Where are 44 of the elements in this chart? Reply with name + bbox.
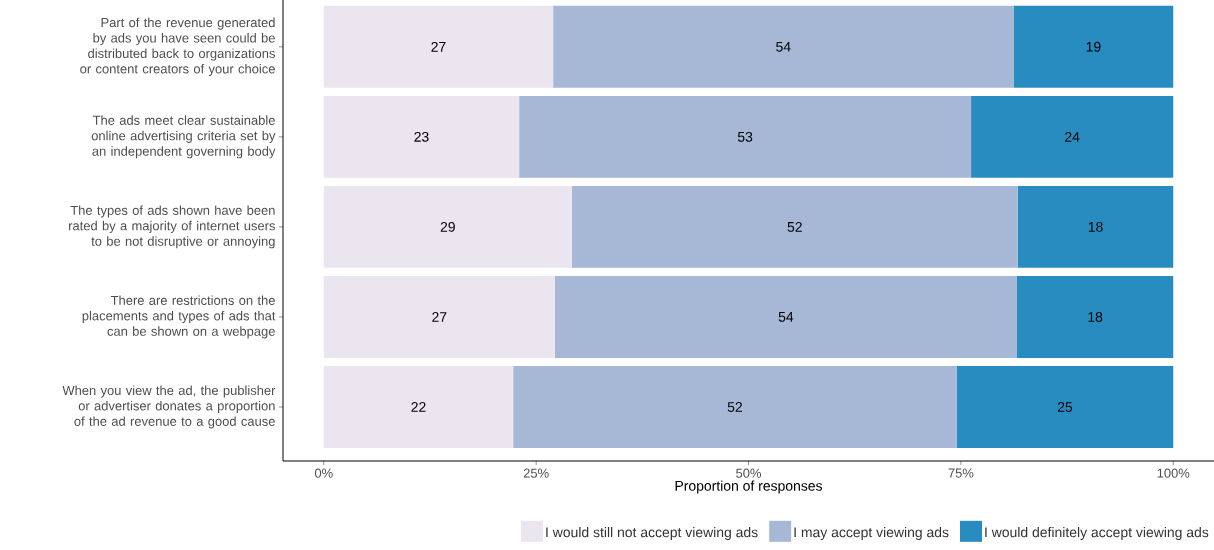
x-tick-label: 100% xyxy=(1157,468,1190,478)
bar xyxy=(554,275,1017,358)
bar xyxy=(971,95,1174,178)
y-tick-label: When you view the ad, the publisher or advertiser donates a proportion of the ad revenue to a good cause xyxy=(62,385,276,429)
bar xyxy=(553,5,1014,88)
x-tick-label: 25% xyxy=(523,468,549,478)
x-tick-label: 0% xyxy=(314,468,333,478)
bar xyxy=(956,366,1174,448)
bar xyxy=(1017,185,1174,268)
data-label: 52 xyxy=(727,402,742,412)
legend-label: I would definitely accept viewing ads xyxy=(985,527,1209,541)
bar xyxy=(519,95,972,178)
data-label: 27 xyxy=(431,41,446,52)
data-label: 25 xyxy=(1057,402,1073,412)
bar xyxy=(323,185,572,268)
x-axis-title: Proportion of responses xyxy=(675,480,823,494)
data-label: 18 xyxy=(1088,221,1103,232)
bar xyxy=(571,185,1018,268)
data-label: 27 xyxy=(432,312,447,322)
bar xyxy=(1013,5,1174,88)
data-label: 54 xyxy=(778,312,794,322)
y-tick-label: Part of the revenue generated by ads you have seen could be distributed back to organizations or content creators of your choice xyxy=(80,17,275,77)
bar xyxy=(323,5,554,88)
bar xyxy=(323,275,555,358)
y-tick-label: The types of ads shown have been rated by a majority of internet users to be not disruptive or annoying xyxy=(69,205,275,249)
data-label: 29 xyxy=(440,221,455,232)
legend-label: I would still not accept viewing ads xyxy=(546,527,758,541)
y-tick-label: The ads meet clear sustainable online advertising criteria set by an independent governing body xyxy=(91,115,276,159)
data-label: 53 xyxy=(737,131,753,142)
data-label: 23 xyxy=(414,131,429,142)
x-tick-label: 75% xyxy=(948,468,974,478)
data-label: 52 xyxy=(787,221,802,232)
data-label: 54 xyxy=(776,41,791,52)
bar xyxy=(323,95,520,178)
bar xyxy=(1016,275,1174,358)
bar xyxy=(323,366,514,448)
x-tick-label: 50% xyxy=(736,468,762,478)
data-label: 19 xyxy=(1086,41,1101,52)
bar xyxy=(513,366,957,448)
y-tick-label: There are restrictions on the placements and types of ads that can be shown on a webpage xyxy=(82,295,276,339)
legend-label: I may accept viewing ads xyxy=(794,527,949,541)
data-label: 22 xyxy=(411,402,426,412)
data-label: 24 xyxy=(1065,131,1080,142)
data-label: 18 xyxy=(1088,311,1103,322)
